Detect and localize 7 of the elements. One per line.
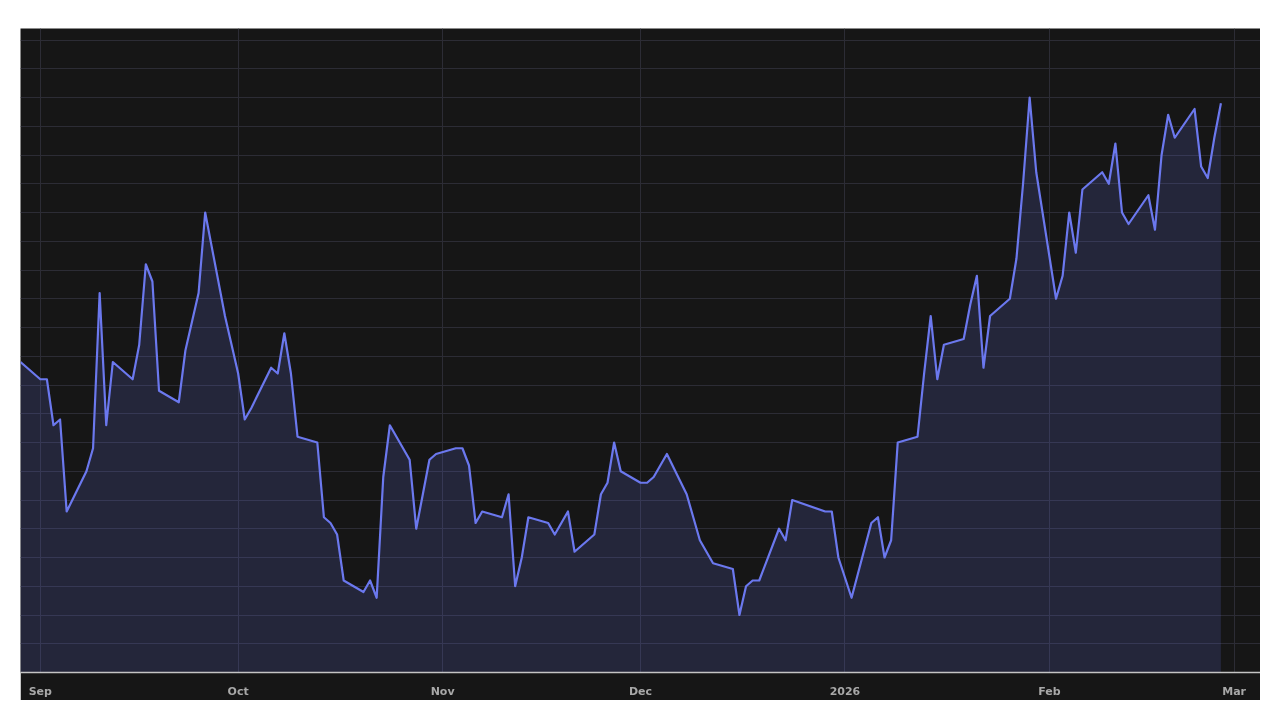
- x-tick-label: Nov: [430, 684, 456, 698]
- x-tick-label: Feb: [1038, 684, 1061, 698]
- x-tick-label: Oct: [227, 684, 249, 698]
- x-tick-label: 2026: [829, 684, 861, 698]
- x-tick-label: Sep: [28, 684, 53, 698]
- x-tick-label: Dec: [628, 684, 653, 698]
- x-tick-label: Mar: [1222, 684, 1247, 698]
